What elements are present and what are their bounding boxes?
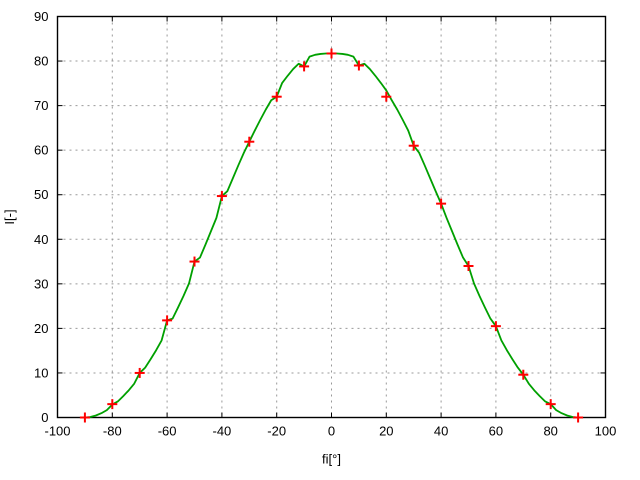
y-tick-label: 80 [34, 54, 48, 69]
x-tick-label: 20 [379, 424, 393, 439]
plot-frame [56, 15, 607, 419]
plot-border [56, 15, 607, 419]
x-axis-title: fi[°] [322, 452, 341, 467]
y-tick-label: 70 [34, 98, 48, 113]
y-tick-label: 50 [34, 187, 48, 202]
data-point-marker [244, 136, 255, 147]
y-tick-label: 30 [34, 276, 48, 291]
data-point-marker [299, 61, 310, 72]
data-point-marker [271, 91, 282, 102]
y-tick-label: 20 [34, 321, 48, 336]
data-point-marker [162, 315, 173, 326]
y-tick-label: 60 [34, 143, 48, 158]
x-tick-label: -100 [44, 424, 70, 439]
data-point-marker [436, 198, 447, 209]
x-tick-label: -60 [158, 424, 177, 439]
x-tick-label: 60 [489, 424, 503, 439]
series-markers [79, 48, 584, 423]
data-point-marker [189, 256, 200, 267]
y-axis-title: I[-] [2, 209, 17, 224]
x-tick-label: -40 [213, 424, 232, 439]
axis-tick-labels: -100 -80 -60 -40 -20 0 20 40 60 80 100 0 10 20 30 40 50 6… [34, 9, 616, 439]
data-point-marker [216, 191, 227, 202]
x-tick-label: 40 [434, 424, 448, 439]
data-point-marker [573, 412, 584, 423]
x-tick-label: 0 [328, 424, 335, 439]
data-point-marker [463, 261, 474, 272]
data-series [79, 48, 584, 423]
data-point-marker [518, 369, 529, 380]
data-point-marker [545, 399, 556, 410]
x-tick-label: 80 [543, 424, 557, 439]
y-tick-label: 90 [34, 9, 48, 24]
data-point-marker [353, 60, 364, 71]
axis-ticks [57, 16, 606, 418]
x-tick-label: 100 [595, 424, 617, 439]
y-tick-label: 0 [41, 410, 48, 425]
data-point-marker [134, 367, 145, 378]
data-point-marker [490, 321, 501, 332]
data-point-marker [381, 91, 392, 102]
data-point-marker [79, 412, 90, 423]
axis-titles: fi[°] I[-] [2, 209, 341, 466]
y-tick-label: 10 [34, 365, 48, 380]
x-tick-label: -80 [103, 424, 122, 439]
data-point-marker [107, 399, 118, 410]
grid-lines [57, 16, 606, 418]
data-point-marker [408, 140, 419, 151]
x-tick-label: -20 [267, 424, 286, 439]
data-point-marker [326, 48, 337, 59]
y-tick-label: 40 [34, 232, 48, 247]
